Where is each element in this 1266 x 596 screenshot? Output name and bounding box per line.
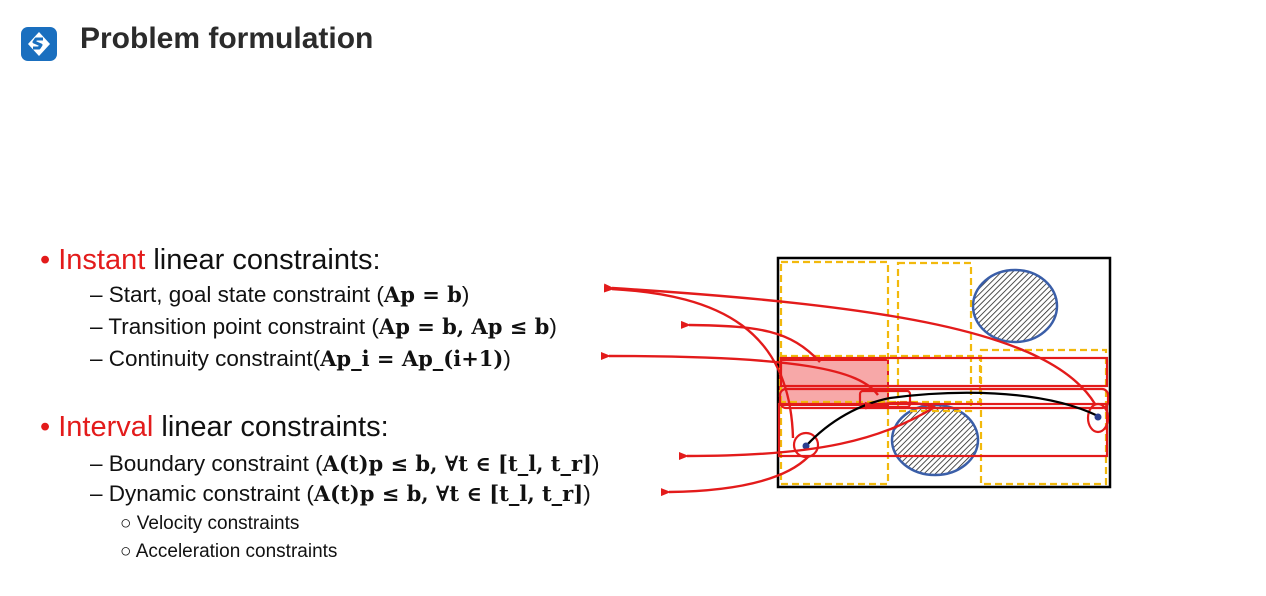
- interval-item-dynamic: – Dynamic constraint (A(t)p ≤ b, ∀t ∈ [t…: [90, 481, 591, 507]
- dash: –: [90, 451, 103, 476]
- item-math: A(t)p ≤ b, ∀t ∈ [t_l, t_r]: [322, 451, 592, 476]
- dash: –: [90, 314, 103, 339]
- arrow-boundary-to-label: [678, 405, 936, 461]
- dash: –: [90, 282, 103, 307]
- interval-item-boundary: – Boundary constraint (A(t)p ≤ b, ∀t ∈ […: [90, 451, 600, 477]
- item-close: ): [503, 346, 511, 371]
- circle-bullet-icon: ○: [120, 513, 132, 534]
- brand-logo-icon: [21, 27, 57, 61]
- instant-item-start-goal: – Start, goal state constraint (Ap = b): [90, 282, 469, 308]
- item-text: Start, goal state constraint (: [108, 282, 384, 307]
- interval-highlight: Interval: [58, 411, 154, 443]
- obstacle-ellipse: [890, 403, 980, 477]
- instant-rest: linear constraints:: [145, 244, 381, 276]
- arrow-goal-to-label: [603, 283, 1097, 405]
- transition-box: [858, 389, 912, 409]
- item-close: ): [549, 314, 557, 339]
- bullet-dot: •: [40, 411, 51, 443]
- start-marker: [792, 431, 820, 459]
- item-text: Transition point constraint (: [108, 314, 379, 339]
- item-text: Continuity constraint(: [108, 346, 321, 371]
- item-math: Ap = b, Ap ≤ b: [378, 314, 550, 339]
- bullet-dot: •: [40, 244, 51, 276]
- arrow-continuity-to-label: [600, 351, 879, 396]
- page-title: Problem formulation: [80, 22, 374, 55]
- safe-box: [896, 261, 973, 413]
- item-math: Ap_i = Ap_(i+1): [320, 346, 504, 371]
- corridor-box: [778, 387, 1110, 410]
- instant-item-continuity: – Continuity constraint(Ap_i = Ap_(i+1)): [90, 346, 511, 372]
- arrow-start-to-label: [603, 284, 795, 439]
- dash: –: [90, 481, 103, 506]
- interval-rest: linear constraints:: [153, 411, 389, 443]
- subitem-text: Velocity constraints: [136, 513, 300, 534]
- item-text: Boundary constraint (: [108, 451, 323, 476]
- subitem-velocity: ○ Velocity constraints: [120, 513, 299, 535]
- item-close: ): [583, 481, 591, 506]
- trajectory-curve: [805, 391, 1099, 447]
- start-point: [802, 442, 810, 450]
- arrow-transition-to-label: [680, 320, 821, 363]
- item-math: A(t)p ≤ b, ∀t ∈ [t_l, t_r]: [313, 481, 584, 506]
- goal-point: [1094, 413, 1102, 421]
- instant-item-transition: – Transition point constraint (Ap = b, A…: [90, 314, 557, 340]
- goal-marker: [1086, 402, 1110, 434]
- subitem-text: Acceleration constraints: [135, 541, 338, 562]
- map-frame: [776, 256, 1112, 489]
- bullet-interval: • Interval linear constraints:: [40, 411, 389, 444]
- item-text: Dynamic constraint (: [108, 481, 314, 506]
- arrow-small: [864, 401, 936, 410]
- arrow-dynamic-to-label: [660, 456, 809, 497]
- corridor-box: [777, 402, 1109, 458]
- item-math: Ap = b: [383, 282, 462, 307]
- corridor-box: [779, 356, 1109, 388]
- dash: –: [90, 346, 103, 371]
- item-close: ): [592, 451, 600, 476]
- item-close: ): [461, 282, 470, 307]
- circle-bullet-icon: ○: [120, 541, 132, 562]
- bullet-instant: • Instant linear constraints:: [40, 244, 381, 277]
- subitem-acceleration: ○ Acceleration constraints: [120, 541, 337, 563]
- instant-highlight: Instant: [58, 244, 146, 276]
- obstacle-ellipse: [971, 268, 1059, 344]
- overlap-region: [779, 359, 889, 406]
